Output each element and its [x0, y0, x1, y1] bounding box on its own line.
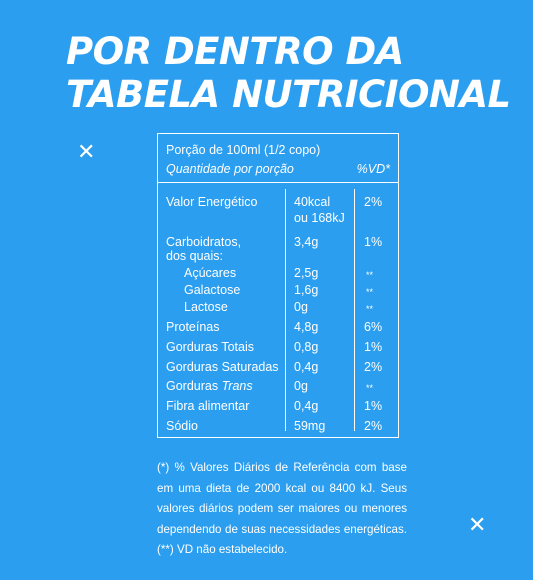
row-vd: **	[366, 270, 374, 280]
row-vd: 2%	[364, 419, 383, 433]
row-vd: **	[366, 287, 374, 297]
title-line-2: TABELA NUTRICIONAL	[66, 73, 511, 116]
row-name-text: Gorduras	[166, 379, 219, 393]
row-amount: 2,5g	[294, 266, 319, 280]
row-amount: 0,8g	[294, 340, 319, 354]
row-vd: 2%	[364, 360, 383, 374]
row-name: Gorduras Trans	[166, 379, 253, 394]
row-amount: 3,4g	[294, 235, 319, 249]
column-divider	[285, 189, 286, 431]
row-name: Valor Energético	[166, 195, 258, 209]
title-line-1: POR DENTRO DA	[66, 30, 404, 73]
row-vd: 1%	[364, 399, 383, 413]
row-vd: 6%	[364, 320, 383, 334]
footnote: (*) % Valores Diários de Referência com …	[157, 458, 407, 561]
row-name-italic: Trans	[221, 379, 253, 393]
row-name: Proteínas	[166, 320, 220, 334]
row-amount: 0,4g	[294, 399, 319, 413]
row-name: Sódio	[166, 419, 198, 433]
x-decoration-icon: ✕	[77, 139, 96, 164]
row-name: Carboidratos,	[166, 235, 242, 249]
footnote-text: (*) % Valores Diários de Referência com …	[157, 461, 407, 557]
row-name: Gorduras Saturadas	[166, 360, 279, 374]
portion-label: Porção de 100ml (1/2 copo)	[166, 143, 321, 157]
row-amount-alt: ou 168kJ	[294, 211, 345, 225]
row-amount: 59mg	[294, 419, 326, 433]
row-amount: 0g	[294, 379, 308, 393]
row-name: Galactose	[184, 283, 241, 297]
row-amount: 4,8g	[294, 320, 319, 334]
table-header: Porção de 100ml (1/2 copo) Quantidade po…	[158, 134, 398, 183]
page-title: POR DENTRO DA TABELA NUTRICIONAL	[66, 30, 511, 116]
row-amount: 1,6g	[294, 283, 319, 297]
row-name-cont: dos quais:	[166, 249, 223, 263]
table-rows: Valor Energético 40kcal ou 168kJ 2% Carb…	[158, 134, 398, 437]
quantity-header: Quantidade por porção	[166, 162, 294, 176]
row-amount: 40kcal	[294, 195, 331, 209]
row-vd: 1%	[364, 340, 383, 354]
row-vd: **	[366, 383, 374, 393]
row-name: Lactose	[184, 300, 228, 314]
row-name: Gorduras Totais	[166, 340, 255, 354]
row-name: Fibra alimentar	[166, 399, 250, 413]
column-divider	[354, 189, 355, 431]
row-vd: 2%	[364, 195, 383, 209]
x-decoration-icon: ✕	[468, 512, 487, 537]
row-vd: 1%	[364, 235, 383, 249]
row-amount: 0g	[294, 300, 308, 314]
row-vd: **	[366, 304, 374, 314]
row-name: Açúcares	[184, 266, 237, 280]
nutrition-table: Porção de 100ml (1/2 copo) Quantidade po…	[157, 133, 399, 438]
row-amount: 0,4g	[294, 360, 319, 374]
vd-header: %VD*	[356, 162, 390, 176]
